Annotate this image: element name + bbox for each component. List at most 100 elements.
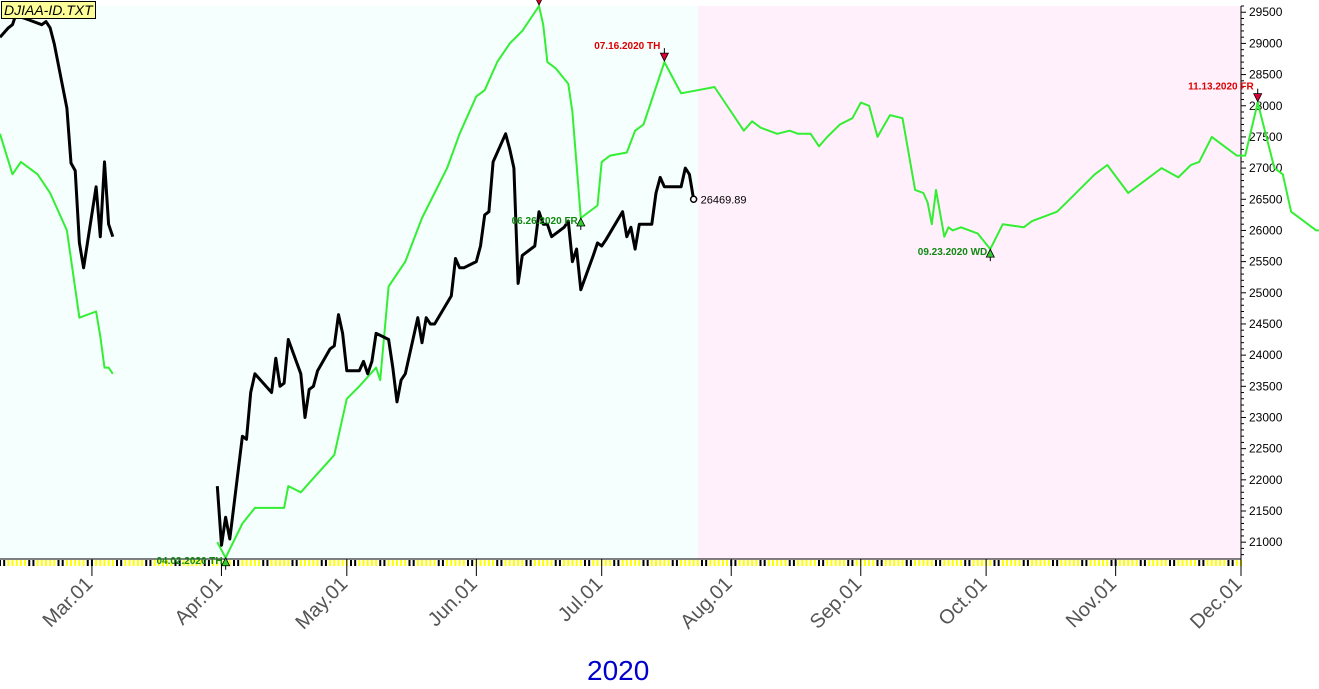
x-day-tick [57,560,60,566]
x-day-tick [483,560,486,566]
x-day-tick [191,560,194,566]
x-day-tick [880,560,883,566]
x-day-tick [955,560,958,566]
x-day-tick [826,560,829,566]
x-day-tick [792,560,795,566]
x-day-tick [207,560,210,566]
x-day-tick [1135,560,1138,566]
x-day-tick [909,560,912,566]
x-day-tick [1198,560,1201,566]
x-day-tick [521,560,524,566]
x-day-tick [889,560,892,566]
x-day-tick [370,560,373,566]
x-day-tick [742,560,745,566]
x-day-tick [759,560,762,566]
y-tick-label: 29500 [1249,5,1283,19]
x-day-tick [834,560,837,566]
x-day-tick [960,560,963,566]
x-day-tick [1106,560,1109,566]
x-day-tick [1227,560,1230,566]
x-day-tick [312,560,315,566]
x-day-tick [1085,560,1088,566]
y-tick-label: 23000 [1249,410,1283,424]
x-day-tick [542,560,545,566]
x-day-tick [529,560,532,566]
history-background [0,6,698,559]
x-day-tick [124,560,127,566]
y-tick-label: 25000 [1249,286,1283,300]
x-tick-label: Nov.01 [1062,573,1121,632]
x-day-tick [776,560,779,566]
x-day-tick [655,560,658,566]
x-day-tick [1102,560,1105,566]
x-day-tick [663,560,666,566]
y-tick-label: 28000 [1249,99,1283,113]
x-day-tick [634,560,637,566]
x-day-tick [19,560,22,566]
x-day-tick [74,560,77,566]
x-day-tick [1214,560,1217,566]
x-day-tick [1206,560,1209,566]
x-day-tick [107,560,110,566]
x-day-tick [387,560,390,566]
x-tick-label: Jun.01 [424,573,482,631]
x-day-tick [1064,560,1067,566]
x-day-tick [692,560,695,566]
x-day-tick [843,560,846,566]
x-day-tick [517,560,520,566]
x-day-tick [299,560,302,566]
x-day-tick [49,560,52,566]
x-day-tick [1060,560,1063,566]
x-day-tick [788,560,791,566]
x-day-tick [684,560,687,566]
x-day-tick [65,560,68,566]
x-day-tick [278,560,281,566]
x-day-tick [1131,560,1134,566]
x-day-tick [926,560,929,566]
x-day-tick [128,560,131,566]
x-day-tick [713,560,716,566]
x-day-tick [579,560,582,566]
x-day-tick [964,560,967,566]
x-day-tick [558,560,561,566]
x-day-tick [855,560,858,566]
price-line [215,132,696,547]
x-tick-label: Dec.01 [1186,573,1246,633]
x-day-tick [304,560,307,566]
forecast-line [216,5,1319,559]
x-day-tick [358,560,361,566]
x-day-tick [283,560,286,566]
x-day-tick [1001,560,1004,566]
y-tick-label: 21000 [1249,535,1283,549]
chart-background [0,6,1241,559]
x-day-tick [145,560,148,566]
x-day-tick [174,560,177,566]
x-day-tick [1047,560,1050,566]
x-day-tick [333,560,336,566]
x-day-tick [437,560,440,566]
x-day-tick [914,560,917,566]
x-day-tick [487,560,490,566]
low-annotation-label: 06.26.2020 FR [512,216,579,227]
x-day-tick [383,560,386,566]
x-day-tick [604,560,607,566]
x-day-tick [241,560,244,566]
x-day-tick [847,560,850,566]
x-day-tick [408,560,411,566]
x-day-tick [103,560,106,566]
x-day-tick [629,560,632,566]
x-day-tick [95,560,98,566]
low-annotation-label: 04.02.2020 TH [156,556,222,567]
x-day-tick [989,560,992,566]
x-day-tick [1210,560,1213,566]
x-day-tick [24,560,27,566]
x-day-tick [1072,560,1075,566]
x-day-tick [659,560,662,566]
x-day-tick [44,560,47,566]
x-day-tick [939,560,942,566]
x-day-tick [462,560,465,566]
x-day-tick [751,560,754,566]
x-day-tick [115,560,118,566]
x-day-tick [141,560,144,566]
x-day-tick [817,560,820,566]
